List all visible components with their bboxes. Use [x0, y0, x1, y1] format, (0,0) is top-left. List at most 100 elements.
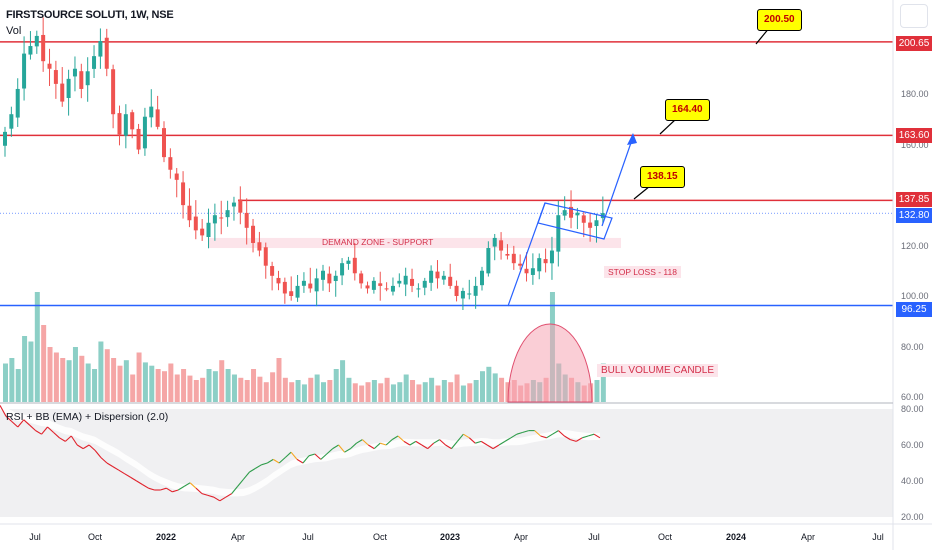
volume-bar	[365, 382, 371, 402]
callout-pointer	[633, 185, 651, 200]
candle-body	[66, 78, 71, 99]
candle-body	[53, 70, 58, 84]
candle-body	[556, 215, 561, 252]
candle-body	[123, 114, 128, 136]
volume-label: Vol	[6, 25, 22, 37]
candle-body	[22, 53, 27, 89]
candle-body	[187, 205, 192, 221]
rsi-line-segment	[564, 435, 571, 441]
volume-bar	[600, 363, 606, 402]
candle-body	[295, 285, 300, 298]
volume-bar	[92, 369, 98, 402]
time-axis-label: Jul	[588, 532, 600, 542]
candle-body	[200, 228, 205, 236]
rsi-line-segment	[575, 437, 583, 442]
volume-bar	[187, 375, 193, 402]
bull-volume-highlight	[507, 323, 593, 403]
target-callout-200-50[interactable]: 200.50	[757, 9, 802, 31]
volume-bar	[410, 380, 416, 402]
rsi-line-segment	[558, 430, 565, 437]
candle-body	[47, 63, 52, 69]
volume-bar	[435, 385, 441, 402]
candle-body	[41, 34, 46, 62]
candle-body	[263, 247, 268, 266]
volume-bar	[314, 374, 320, 402]
volume-bar	[34, 292, 40, 402]
stop-loss-label: STOP LOSS - 118	[604, 266, 681, 278]
rsi-axis-label: 80.00	[901, 404, 924, 414]
candle-body	[371, 280, 376, 290]
target-callout-138-15[interactable]: 138.15	[640, 166, 685, 188]
rsi-line-segment	[593, 433, 601, 439]
volume-bar	[460, 385, 466, 402]
rsi-line-segment	[41, 426, 48, 435]
candle-body	[537, 258, 542, 272]
target-callout-164-40[interactable]: 164.40	[665, 99, 710, 121]
rsi-line-segment	[534, 430, 541, 437]
rsi-line-segment	[397, 435, 405, 442]
volume-bar	[206, 369, 212, 402]
volume-bar	[72, 347, 78, 402]
candle-body	[499, 240, 504, 251]
candle-body	[346, 260, 351, 264]
demand-zone-label: DEMAND ZONE - SUPPORT	[322, 237, 434, 247]
rsi-line-segment	[53, 431, 60, 439]
rsi-line-segment	[492, 444, 500, 450]
rsi-line-segment	[475, 440, 482, 444]
time-axis-label: 2022	[156, 532, 176, 542]
rsi-line-segment	[480, 440, 488, 446]
price-axis-label: 160.00	[901, 140, 929, 150]
rsi-line-segment	[255, 464, 262, 469]
rsi-line-segment	[88, 444, 96, 451]
candle-body	[289, 291, 294, 296]
chart-settings-button[interactable]	[900, 4, 928, 28]
rsi-line-segment	[237, 478, 244, 487]
price-axis-label: 120.00	[901, 241, 929, 251]
candle-body	[79, 71, 84, 89]
time-axis-label: Apr	[514, 532, 528, 542]
candle-body	[219, 217, 224, 219]
rsi-line-segment	[463, 433, 470, 439]
candle-body	[562, 210, 567, 216]
trend-drawings[interactable]	[507, 26, 771, 307]
candle-body	[581, 215, 586, 223]
rsi-line-segment	[570, 439, 577, 442]
rsi-line-segment	[249, 467, 256, 473]
volume-bar	[66, 360, 72, 402]
horizontal-levels[interactable]	[0, 41, 893, 307]
rsi-line-segment	[380, 442, 387, 446]
volume-bar	[467, 383, 473, 402]
candle-body	[492, 237, 497, 247]
candle-body	[594, 220, 599, 227]
price-tag-last-price: 132.80	[896, 208, 932, 223]
candle-body	[549, 250, 554, 264]
rsi-line-segment	[189, 482, 197, 489]
candle-body	[460, 290, 465, 299]
rsi-line-segment	[326, 448, 334, 455]
rsi-line-segment	[160, 487, 167, 491]
candle-body	[511, 253, 516, 264]
time-axis-label: Oct	[373, 532, 388, 542]
volume-bar	[448, 382, 454, 402]
volume-bar	[276, 358, 282, 402]
projection-arrow-head	[627, 133, 637, 145]
rsi-line-segment	[439, 439, 446, 446]
rsi-line-segment	[100, 457, 108, 464]
volume-bar	[301, 384, 307, 402]
rsi-line-segment	[427, 442, 435, 450]
rsi-line-segment	[457, 433, 464, 442]
rsi-line-segment	[23, 419, 31, 426]
rsi-line-segment	[332, 444, 339, 450]
rsi-line-segment	[421, 444, 429, 450]
demand-zone-rect	[208, 237, 621, 249]
candle-body	[403, 275, 408, 285]
candle-body	[314, 278, 319, 292]
candle-body	[244, 212, 249, 228]
rsi-line-segment	[272, 458, 280, 464]
volume-bar	[60, 358, 66, 402]
ticker-title: FIRSTSOURCE SOLUTI, 1W, NSE	[6, 9, 174, 21]
candle-body	[327, 273, 332, 284]
candle-body	[60, 83, 65, 102]
candle-body	[3, 131, 7, 146]
